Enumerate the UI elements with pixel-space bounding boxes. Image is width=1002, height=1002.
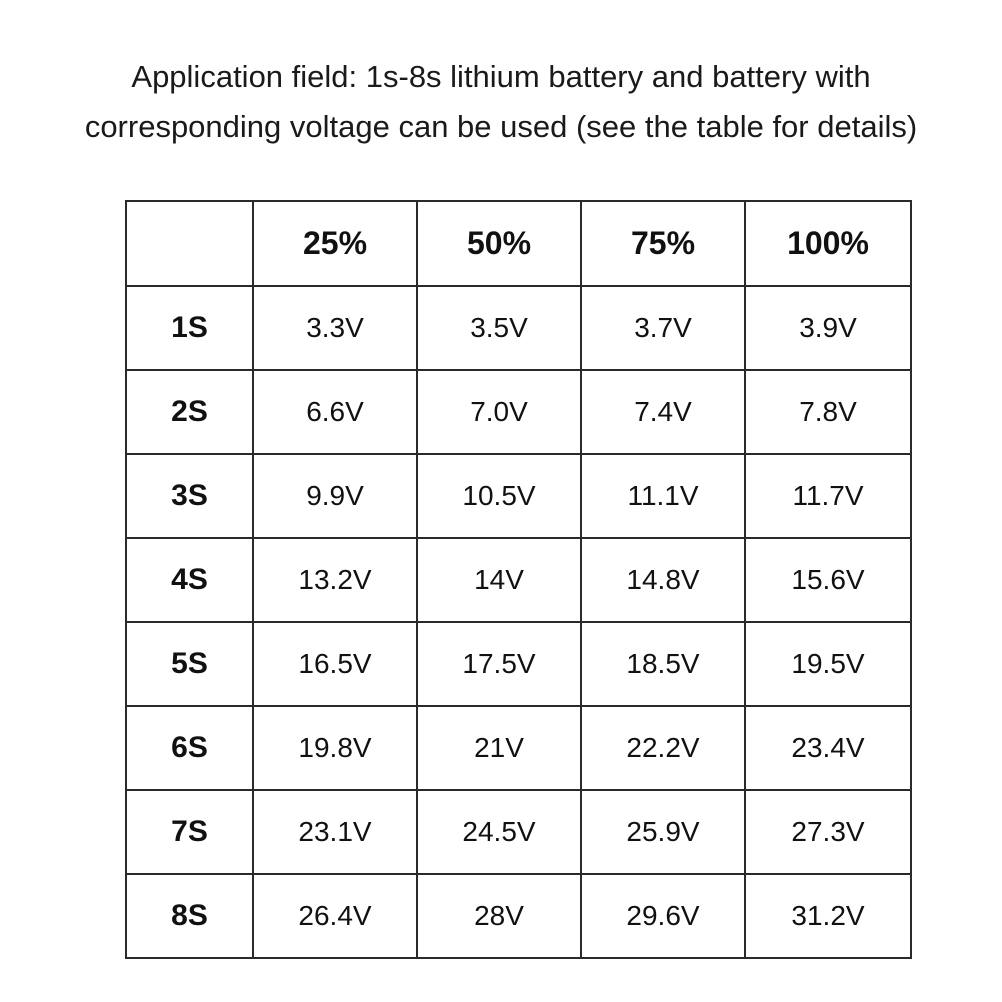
table-cell: 11.1V <box>580 453 746 539</box>
table-cell: 17.5V <box>416 621 582 707</box>
table-row: 4S 13.2V 14V 14.8V 15.6V <box>125 537 912 623</box>
row-header: 6S <box>125 705 254 791</box>
table-cell: 7.0V <box>416 369 582 455</box>
table-cell: 21V <box>416 705 582 791</box>
table-cell: 15.6V <box>744 537 912 623</box>
page-title: Application field: 1s-8s lithium battery… <box>0 52 1002 152</box>
table-cell: 19.5V <box>744 621 912 707</box>
table-cell: 25.9V <box>580 789 746 875</box>
table-cell: 14.8V <box>580 537 746 623</box>
table-cell: 31.2V <box>744 873 912 959</box>
table-cell: 11.7V <box>744 453 912 539</box>
table-cell: 29.6V <box>580 873 746 959</box>
table-row: 2S 6.6V 7.0V 7.4V 7.8V <box>125 369 912 455</box>
table-cell: 26.4V <box>252 873 418 959</box>
row-header: 7S <box>125 789 254 875</box>
column-header: 75% <box>580 200 746 287</box>
column-header: 25% <box>252 200 418 287</box>
table-cell: 14V <box>416 537 582 623</box>
table-cell: 3.3V <box>252 285 418 371</box>
table-row: 5S 16.5V 17.5V 18.5V 19.5V <box>125 621 912 707</box>
table-row: 7S 23.1V 24.5V 25.9V 27.3V <box>125 789 912 875</box>
column-header: 100% <box>744 200 912 287</box>
table-cell: 18.5V <box>580 621 746 707</box>
table-cell: 22.2V <box>580 705 746 791</box>
table-cell: 6.6V <box>252 369 418 455</box>
table-row: 1S 3.3V 3.5V 3.7V 3.9V <box>125 285 912 371</box>
table-row: 3S 9.9V 10.5V 11.1V 11.7V <box>125 453 912 539</box>
table-cell: 28V <box>416 873 582 959</box>
title-line-1: Application field: 1s-8s lithium battery… <box>131 59 871 94</box>
column-header: 50% <box>416 200 582 287</box>
header-corner <box>125 200 254 287</box>
table-cell: 13.2V <box>252 537 418 623</box>
row-header: 5S <box>125 621 254 707</box>
table-cell: 19.8V <box>252 705 418 791</box>
header-row: 25% 50% 75% 100% <box>125 200 912 287</box>
row-header: 3S <box>125 453 254 539</box>
table-cell: 10.5V <box>416 453 582 539</box>
title-line-2: corresponding voltage can be used (see t… <box>84 109 918 144</box>
table-cell: 16.5V <box>252 621 418 707</box>
row-header: 4S <box>125 537 254 623</box>
table-cell: 23.1V <box>252 789 418 875</box>
row-header: 2S <box>125 369 254 455</box>
table-cell: 27.3V <box>744 789 912 875</box>
table-cell: 23.4V <box>744 705 912 791</box>
row-header: 8S <box>125 873 254 959</box>
table-cell: 3.9V <box>744 285 912 371</box>
table-cell: 3.7V <box>580 285 746 371</box>
table-cell: 7.4V <box>580 369 746 455</box>
table-cell: 9.9V <box>252 453 418 539</box>
row-header: 1S <box>125 285 254 371</box>
table-row: 8S 26.4V 28V 29.6V 31.2V <box>125 873 912 959</box>
table-cell: 3.5V <box>416 285 582 371</box>
table-row: 6S 19.8V 21V 22.2V 23.4V <box>125 705 912 791</box>
voltage-table: 25% 50% 75% 100% 1S 3.3V 3.5V 3.7V 3.9V 2S 6.6V 7.… <box>125 200 912 959</box>
table-cell: 7.8V <box>744 369 912 455</box>
table-cell: 24.5V <box>416 789 582 875</box>
